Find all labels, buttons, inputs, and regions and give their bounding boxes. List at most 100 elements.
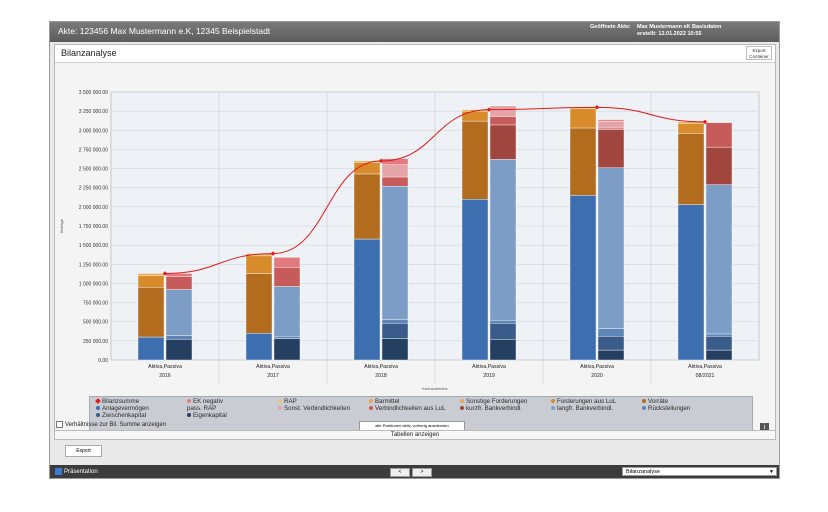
bar-passiva-segment [273, 286, 301, 337]
bar-passiva-segment [597, 120, 625, 129]
presentation-toggle[interactable]: Präsentation [55, 468, 98, 475]
bar-passiva-segment [705, 146, 733, 185]
y-tick-label: 1 500 000.00 [79, 243, 108, 249]
bilanzsumme-line [164, 106, 706, 274]
bar-aktiva-segment [137, 336, 165, 361]
legend-marker [460, 399, 464, 404]
legend-marker [551, 406, 555, 411]
bar-aktiva-segment [569, 108, 597, 129]
bilanzsumme-point [162, 271, 168, 276]
legend-marker [551, 399, 555, 404]
legend-marker [278, 406, 282, 411]
presentation-label: Präsentation [64, 469, 98, 476]
bar-passiva-segment [489, 319, 517, 324]
bar-passiva-segment [597, 127, 625, 130]
bar-aktiva-segment [461, 110, 489, 122]
legend-item: RAP [278, 398, 297, 406]
legend-item: Vorräte [642, 398, 668, 406]
prev-button[interactable]: < [390, 468, 410, 477]
export-container-line2: Container [749, 53, 769, 59]
legend-label: Forderungen aus LuL [557, 398, 617, 405]
legend-marker [187, 412, 191, 417]
bilanzanalyse-panel: Bilanzanalyse Export Container 3 500 000… [54, 44, 776, 436]
app-window: Akte: 123456 Max Mustermann e.K, 12345 B… [49, 21, 780, 479]
y-tick-label: 750 000.00 [83, 301, 108, 307]
bar-passiva-segment [165, 335, 193, 340]
bar-aktiva-segment [137, 273, 165, 276]
panel-header: Bilanzanalyse Export Container [55, 45, 775, 63]
bar-aktiva-segment [137, 275, 165, 288]
bar-label: Aktiva,Passiva [148, 364, 182, 370]
y-tick-label: 0.00 [98, 358, 108, 364]
ratio-checkbox[interactable]: Verhältnisse zur Bil. Summe anzeigen [56, 421, 166, 428]
checkbox-icon[interactable] [56, 421, 63, 428]
legend-marker [95, 398, 101, 405]
legend-label: Bilanzsumme [102, 398, 140, 405]
legend-marker [460, 406, 464, 411]
show-tables-button[interactable]: Tabellen anzeigen [54, 430, 776, 440]
bar-aktiva-segment [569, 127, 597, 196]
legend-label: Sonst. Verbindlichkeiten [284, 404, 351, 412]
legend-label: RAP [284, 398, 297, 405]
legend-item: kurzfr. Bankverbindl. [460, 405, 522, 413]
legend-item: Anlagevermögen [96, 405, 149, 413]
legend-marker [278, 399, 282, 404]
legend-item: Zwischenkapital [96, 411, 147, 420]
created-value: erstellt: 12.01.2022 10:55 [637, 31, 702, 37]
bar-passiva-segment [273, 338, 301, 361]
bar-aktiva-segment [677, 123, 705, 134]
bar-label: Aktiva,Passiva [364, 364, 398, 370]
y-tick-label: 1 000 000.00 [79, 281, 108, 287]
category-label: 2019 [483, 373, 495, 379]
y-axis-label: Beträge [59, 218, 64, 233]
bar-label: Aktiva,Passiva [688, 364, 722, 370]
bar-passiva-segment [381, 323, 409, 339]
bar-passiva-segment [489, 159, 517, 321]
bar-aktiva-segment [353, 173, 381, 240]
y-tick-label: 2 500 000.00 [79, 167, 108, 173]
next-button[interactable]: > [412, 468, 432, 477]
legend-marker [642, 406, 646, 411]
status-bar: Präsentation < > Bilanzanalyse ▼ [50, 465, 779, 478]
legend-item: Forderungen aus LuL [551, 398, 617, 406]
legend-label: langfr. Bankverbindl. [557, 404, 614, 412]
y-tick-label: 2 250 000.00 [79, 186, 108, 192]
legend-label: Vorräte [648, 398, 668, 405]
legend-item: Rückstellungen [642, 405, 690, 413]
legend-marker [369, 406, 373, 411]
view-select-value: Bilanzanalyse [626, 469, 660, 475]
legend-label: Zwischenkapital [102, 411, 147, 419]
y-tick-label: 1 750 000.00 [79, 224, 108, 230]
bar-passiva-segment [381, 319, 409, 324]
x-axis-label: Kennzahlreihe [422, 386, 448, 391]
bar-passiva-segment [489, 116, 517, 126]
bar-aktiva-segment [677, 204, 705, 361]
info-icon[interactable]: i [760, 423, 769, 433]
opened-value: Max Mustermann eK Basisdaten [637, 24, 722, 30]
view-select[interactable]: Bilanzanalyse ▼ [622, 467, 777, 476]
balance-chart: 3 500 000.00 3 250 000.00 3 000 000.00 2 75… [59, 90, 760, 391]
y-tick-label: 3 250 000.00 [79, 109, 108, 115]
bar-passiva-segment [597, 349, 625, 361]
bar-passiva-segment [705, 184, 733, 335]
bar-passiva-segment [597, 328, 625, 337]
legend-marker [642, 399, 646, 404]
legend-item: langfr. Bankverbindl. [551, 404, 614, 413]
checkbox-checked-icon[interactable] [55, 468, 62, 475]
legend-label: EK negativ [193, 398, 223, 405]
bar-label: Aktiva,Passiva [472, 364, 506, 370]
bar-passiva-segment [165, 273, 193, 277]
export-container-button[interactable]: Export Container [746, 46, 772, 60]
bar-passiva-segment [489, 105, 517, 117]
legend-item: Bilanzsumme [95, 398, 140, 406]
category-label: 2017 [267, 373, 279, 379]
export-button[interactable]: Export [65, 445, 102, 457]
y-tick-label: 250 000.00 [83, 339, 108, 345]
legend-item: Sonstige Forderungen [460, 398, 527, 406]
legend-item: pass. RAP [187, 405, 216, 413]
bar-aktiva-segment [245, 333, 273, 361]
title-bar: Akte: 123456 Max Mustermann e.K, 12345 B… [50, 22, 779, 42]
opened-label: Geöffnete Akte: [590, 24, 631, 30]
y-tick-label: 2 000 000.00 [79, 205, 108, 211]
y-tick-label: 2 750 000.00 [79, 147, 108, 153]
